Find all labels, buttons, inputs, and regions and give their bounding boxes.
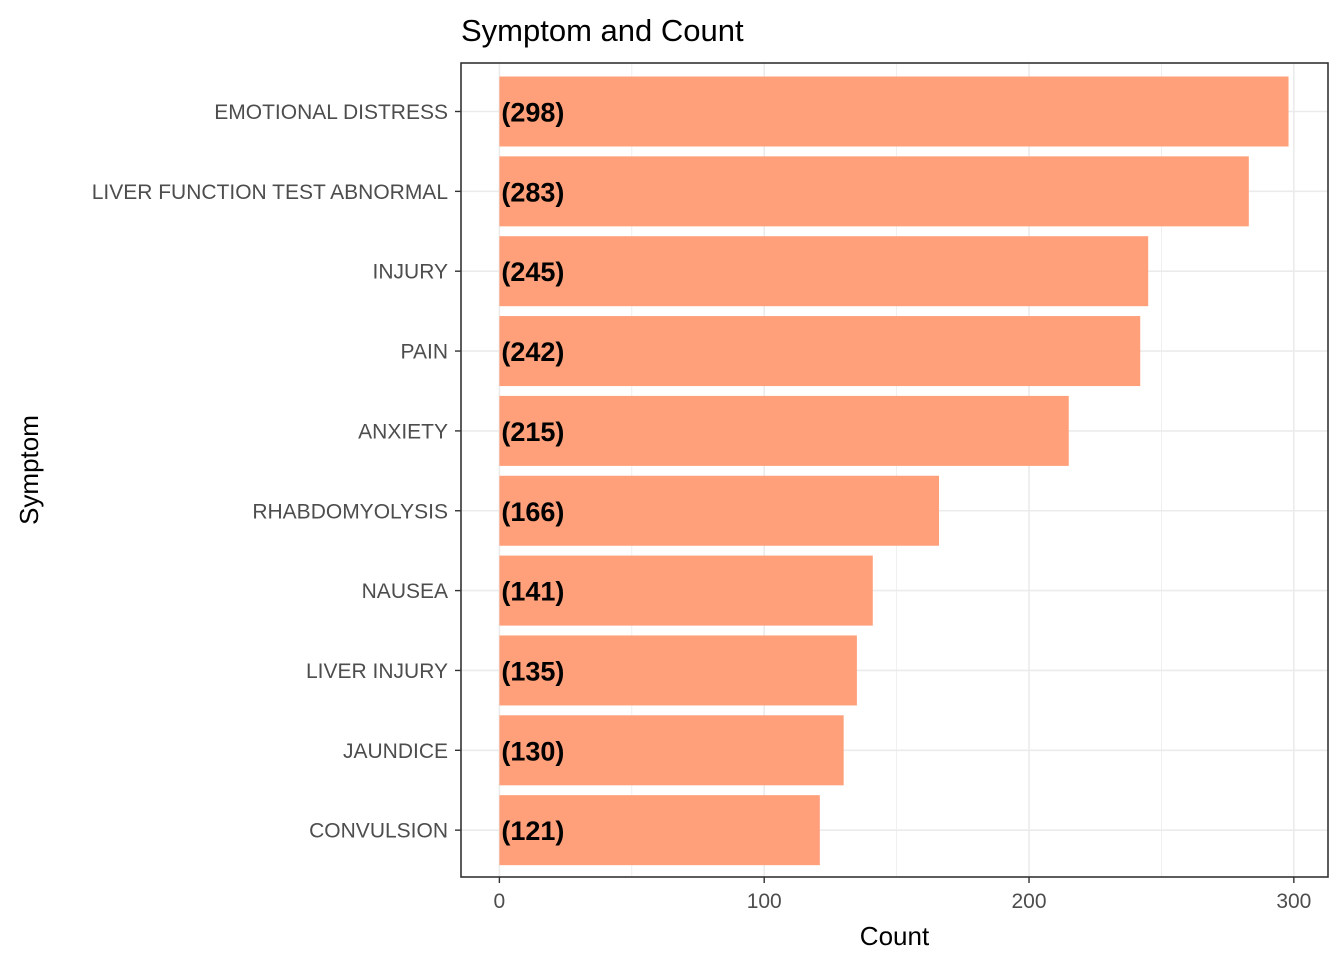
bar bbox=[499, 475, 939, 546]
x-tick-label: 0 bbox=[494, 890, 506, 913]
category-label: RHABDOMYOLYSIS bbox=[252, 500, 448, 523]
panel-border bbox=[460, 62, 1329, 878]
bar bbox=[499, 555, 873, 626]
category-label: LIVER FUNCTION TEST ABNORMAL bbox=[92, 181, 448, 204]
chart-title: Symptom and Count bbox=[461, 13, 744, 48]
data-label: (215) bbox=[501, 417, 564, 447]
x-axis-title: Count bbox=[860, 921, 930, 951]
category-label: NAUSEA bbox=[362, 580, 448, 603]
x-axis: 0 100 200 300 bbox=[494, 877, 1311, 913]
data-label: (283) bbox=[501, 177, 564, 207]
data-label: (298) bbox=[501, 98, 564, 128]
data-labels: (298) (283) (245) (242) (215) (166) (141) (135)… bbox=[501, 98, 564, 847]
bar bbox=[499, 635, 857, 706]
bar bbox=[499, 316, 1141, 387]
category-label: PAIN bbox=[401, 341, 448, 364]
category-label: CONVULSION bbox=[309, 820, 448, 843]
bar bbox=[499, 76, 1289, 147]
x-tick-label: 200 bbox=[1012, 890, 1047, 913]
bar bbox=[499, 236, 1149, 307]
data-label: (245) bbox=[501, 257, 564, 287]
bars bbox=[499, 76, 1289, 866]
x-tick-label: 100 bbox=[747, 890, 782, 913]
y-axis-title: Symptom bbox=[14, 415, 44, 525]
bar bbox=[499, 715, 844, 786]
y-axis: EMOTIONAL DISTRESS LIVER FUNCTION TEST AB… bbox=[92, 101, 461, 843]
bar bbox=[499, 395, 1069, 466]
category-label: INJURY bbox=[373, 261, 448, 284]
data-label: (130) bbox=[501, 736, 564, 766]
category-label: LIVER INJURY bbox=[306, 660, 448, 683]
data-label: (141) bbox=[501, 577, 564, 607]
data-label: (242) bbox=[501, 337, 564, 367]
category-label: EMOTIONAL DISTRESS bbox=[214, 101, 448, 124]
bar bbox=[499, 795, 820, 866]
x-tick-label: 300 bbox=[1276, 890, 1311, 913]
data-label: (121) bbox=[501, 816, 564, 846]
data-label: (135) bbox=[501, 656, 564, 686]
bar bbox=[499, 156, 1249, 227]
data-label: (166) bbox=[501, 497, 564, 527]
category-label: JAUNDICE bbox=[343, 740, 448, 763]
category-label: ANXIETY bbox=[358, 420, 448, 443]
